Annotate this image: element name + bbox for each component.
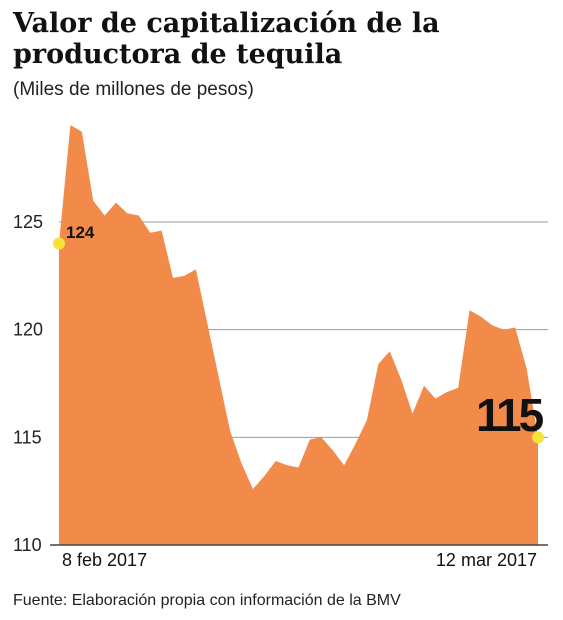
source-note: Fuente: Elaboración propia con informaci… (13, 592, 401, 609)
start-value-label: 124 (66, 223, 95, 242)
chart-subtitle: (Miles de millones de pesos) (13, 79, 254, 100)
x-tick-label-start: 8 feb 2017 (62, 550, 147, 570)
area-series (59, 125, 538, 545)
y-tick-label-115: 115 (13, 427, 42, 447)
x-tick-label-end: 12 mar 2017 (436, 550, 537, 570)
y-tick-label-120: 120 (13, 320, 43, 340)
y-tick-label-110: 110 (13, 535, 42, 555)
end-value-label: 115 (476, 389, 544, 441)
chart-title: Valor de capitalización de la productora… (13, 8, 440, 70)
annotations: 124 115 (53, 223, 547, 444)
end-marker (532, 431, 544, 444)
start-marker (53, 237, 65, 250)
y-tick-label-125: 125 (13, 212, 43, 232)
watermark-logo (144, 251, 420, 423)
y-axis-ticks: 110 115 120 125 (13, 212, 43, 555)
x-axis-ticks: 8 feb 2017 12 mar 2017 (62, 550, 537, 570)
